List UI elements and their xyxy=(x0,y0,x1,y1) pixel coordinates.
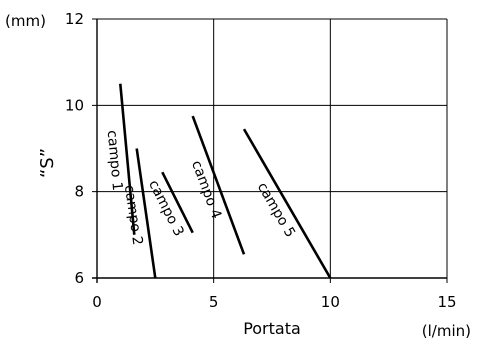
y-tick-label: 12 xyxy=(65,10,84,28)
series-label: campo 2 xyxy=(121,184,145,246)
y-tick-label: 8 xyxy=(74,183,84,201)
y-axis-label: “S” xyxy=(37,148,58,178)
x-tick-label: 5 xyxy=(209,293,219,311)
tick-layer: 0 5 10 15 6 8 10 12 xyxy=(65,10,457,311)
grid-layer xyxy=(92,18,448,283)
series-label: campo 1 xyxy=(104,130,126,192)
series-line xyxy=(191,115,246,255)
y-unit-label: (mm) xyxy=(5,12,46,30)
x-tick-label: 0 xyxy=(92,293,102,311)
series-line xyxy=(119,83,136,235)
series-layer xyxy=(119,83,332,279)
series-line xyxy=(135,148,157,279)
x-tick-label: 10 xyxy=(321,293,340,311)
series-line xyxy=(242,128,332,279)
x-unit-label: (l/min) xyxy=(422,322,471,340)
series-line xyxy=(161,171,194,234)
y-tick-label: 6 xyxy=(74,269,84,287)
y-tick-label: 10 xyxy=(65,96,84,114)
x-tick-label: 15 xyxy=(437,293,456,311)
x-axis-label: Portata xyxy=(243,319,301,338)
